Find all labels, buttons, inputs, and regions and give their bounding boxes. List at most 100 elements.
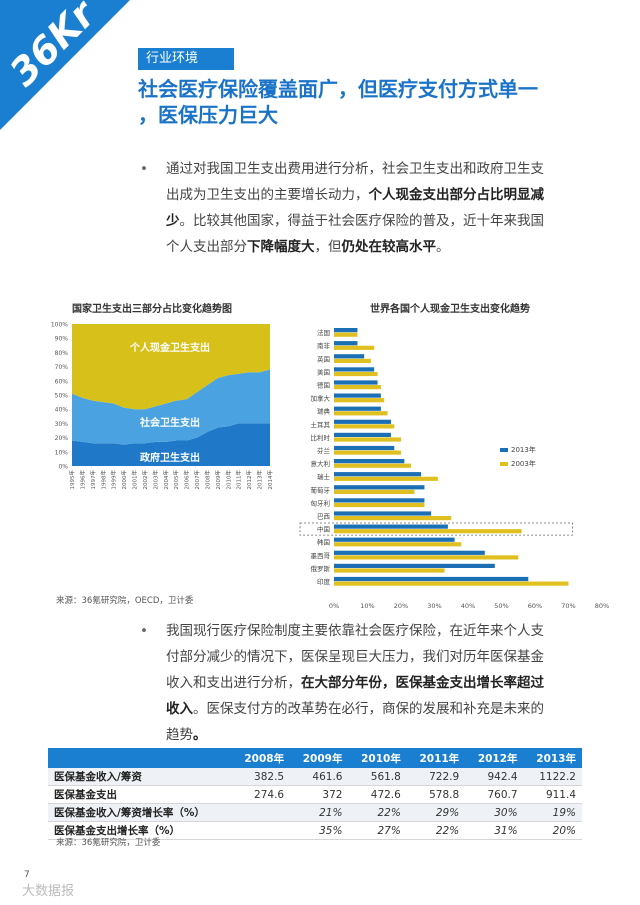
table-row-label: 医保基金收入/筹资 (48, 768, 232, 786)
bar-1 (334, 424, 395, 429)
table-cell: 1122.2 (523, 768, 582, 786)
table-cell: 21% (290, 803, 349, 822)
x-tick-label: 2012年 (245, 470, 253, 490)
table-cell: 274.6 (231, 785, 291, 804)
table-cell: 722.9 (406, 768, 466, 786)
para2-text-5: 趋势 (166, 727, 193, 743)
bar-1 (334, 516, 452, 521)
category-label: 土耳其 (311, 420, 331, 429)
para1-text-1: 通过对我国卫生支出费用进行分析，社会卫生支出和政府卫生支 (166, 161, 544, 177)
bar-0 (334, 485, 425, 490)
x-tick-label: 40% (461, 602, 475, 610)
table-header-cell (48, 748, 232, 768)
bar-0 (334, 354, 365, 359)
bullet-2: • (140, 623, 148, 639)
legend-label-2013: 2013年 (511, 446, 536, 454)
table-cell: 30% (465, 803, 524, 822)
table-header-cell: 2008年 (231, 748, 291, 768)
area-series-label: 政府卫生支出 (140, 451, 200, 464)
para1-bold-4: 仍处在较高水平 (341, 239, 437, 255)
table-cell: 561.8 (348, 768, 407, 786)
bar-1 (334, 437, 401, 442)
x-tick-label: 2013年 (256, 470, 264, 490)
category-label: 巴西 (317, 512, 331, 520)
bar-0 (334, 367, 375, 372)
table-cell: 27% (348, 821, 407, 840)
source-note-2: 来源：36氪研究院，卫计委 (56, 838, 161, 848)
table-cell (231, 821, 291, 840)
table-header-cell: 2009年 (290, 748, 349, 768)
x-tick-label: 1995年 (68, 470, 76, 490)
area-series-label: 社会卫生支出 (139, 416, 200, 429)
bar-0 (334, 550, 485, 555)
table-header-cell: 2012年 (465, 748, 524, 768)
category-label: 葡萄牙 (311, 485, 331, 494)
y-tick-label: 100% (51, 322, 68, 329)
x-tick-label: 80% (595, 602, 609, 610)
y-tick-label: 70% (55, 364, 69, 371)
para1-bold-1: 个人现金支出部分占比明显减 (368, 187, 545, 203)
para1-text-5: ，但 (314, 239, 342, 255)
x-tick-label: 2008年 (203, 470, 211, 490)
para2-text-1: 我国现行医疗保险制度主要依靠社会医疗保险，在近年来个人支 (166, 623, 544, 639)
bar-0 (334, 445, 395, 451)
x-tick-label: 50% (494, 602, 508, 610)
page-headline: 社会医疗保险覆盖面广，但医疗支付方式单一 ，医保压力巨大 (138, 76, 608, 128)
table-row: 医保基金收入/筹资 382.5 461.6 561.8 722.9 942.4 1122.2 (48, 768, 582, 786)
bar-1 (334, 371, 378, 377)
bar-1 (334, 529, 522, 534)
bar-1 (334, 489, 415, 494)
table-cell: 760.7 (465, 785, 524, 804)
table-row: 医保基金支出 274.6 372 472.6 578.8 760.7 911.4 (48, 785, 582, 804)
bar-0 (334, 380, 378, 385)
section-tag: 行业环境 (138, 48, 234, 70)
page-number: 7 (24, 870, 30, 880)
bar-1 (334, 476, 438, 481)
para2-bold-1: 在大部分年份，医保基金支出增长率超过 (301, 675, 544, 691)
table-header-row: 2008年 2009年 2010年 2011年 2012年 2013年 (48, 748, 582, 768)
bar-1 (334, 542, 462, 547)
table-header-cell: 2013年 (523, 748, 582, 768)
corner-logo: 36Kr (0, 0, 130, 130)
bullet-1: • (140, 161, 148, 177)
x-tick-label: 70% (561, 602, 575, 610)
highlight-box-china (299, 522, 573, 536)
table-cell: 22% (348, 803, 407, 822)
para1-bold-3: 下降幅度大 (247, 239, 315, 255)
bar-1 (334, 450, 401, 455)
y-tick-label: 80% (55, 350, 69, 357)
y-tick-label: 30% (55, 421, 69, 428)
x-tick-label: 2000年 (120, 470, 128, 490)
area-series-0 (72, 423, 270, 466)
bar-1 (334, 555, 519, 560)
table-cell: 35% (290, 821, 349, 840)
bar-1 (334, 581, 569, 586)
x-tick-label: 30% (427, 602, 441, 610)
category-label: 法国 (317, 328, 330, 337)
y-tick-label: 10% (55, 449, 69, 456)
x-tick-label: 2009年 (214, 470, 222, 490)
bar-1 (334, 332, 358, 337)
x-tick-label: 2011年 (235, 470, 243, 490)
headline-line-1: 社会医疗保险覆盖面广，但医疗支付方式单一 (138, 77, 538, 101)
bar-0 (334, 419, 391, 424)
bar-0 (334, 498, 425, 503)
paragraph-2: • 我国现行医疗保险制度主要依靠社会医疗保险，在近年来个人支 付部分减少的情况下… (140, 618, 596, 748)
table-row-label: 医保基金支出 (48, 785, 232, 804)
bar-1 (334, 463, 412, 468)
table-cell: 29% (406, 803, 466, 822)
para2-text-3: 收入和支出进行分析， (166, 675, 301, 691)
table-cell: 31% (465, 821, 524, 840)
table-header-cell: 2011年 (406, 748, 466, 768)
bar-1 (334, 568, 445, 573)
area-chart: 0%10%20%30%40%50%60%70%80%90%100%1995年 19… (51, 322, 274, 490)
para2-text-4: 。医保支付方的改革势在必行，商保的发展和补充是未来的 (193, 701, 544, 717)
x-tick-label: 2004年 (162, 470, 170, 490)
category-label: 匈牙利 (311, 498, 331, 507)
x-tick-label: 2014年 (266, 470, 274, 490)
bar-legend: 2013年 2003年 (500, 445, 536, 469)
category-label: 瑞士 (317, 472, 331, 481)
x-tick-label: 1998年 (99, 470, 107, 490)
table-row-label: 医保基金收入/筹资增长率（%） (48, 803, 232, 822)
bar-1 (334, 502, 425, 508)
